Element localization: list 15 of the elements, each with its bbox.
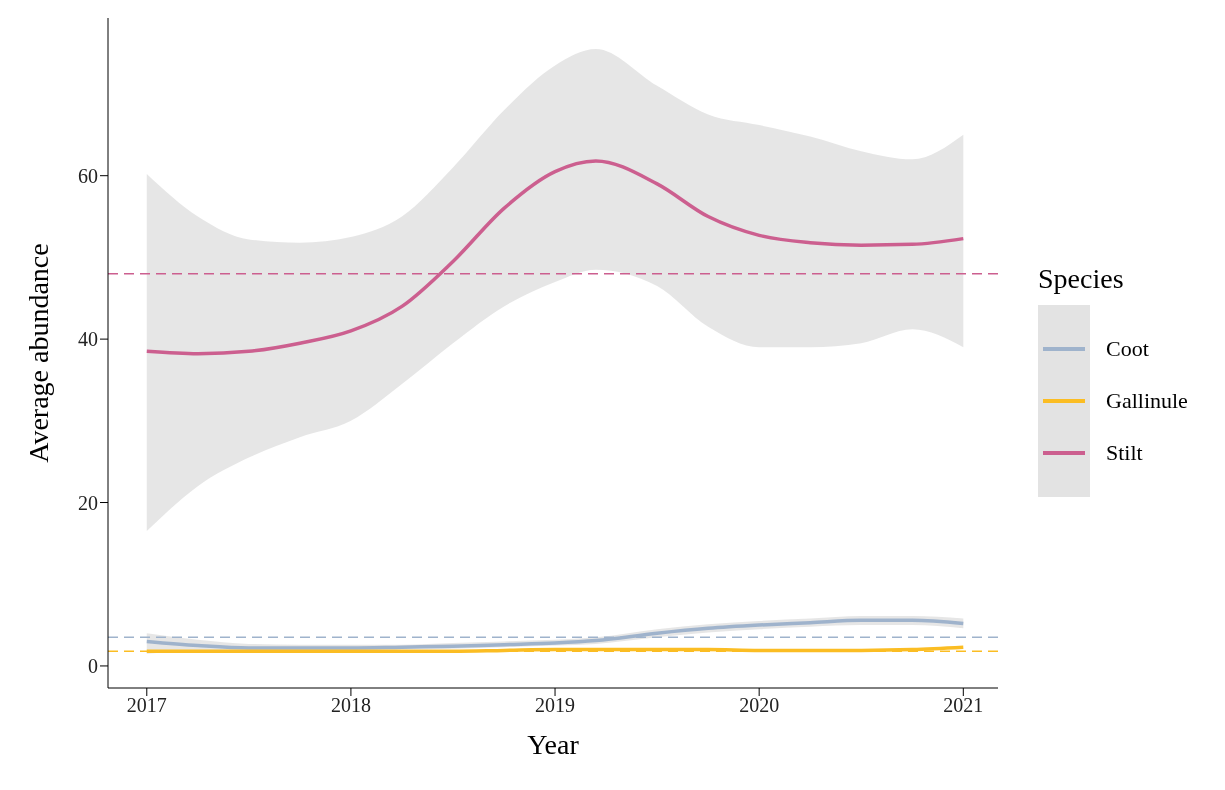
legend-label: Stilt xyxy=(1106,439,1144,467)
x-tick-label: 2020 xyxy=(739,694,780,717)
x-axis-title: Year xyxy=(527,729,580,760)
legend-label: Gallinule xyxy=(1106,387,1188,415)
legend-label: Coot xyxy=(1106,335,1150,363)
x-tick-label: 2019 xyxy=(535,694,576,717)
y-tick-label: 20 xyxy=(78,491,98,514)
x-tick-label: 2018 xyxy=(330,694,371,717)
y-tick-label: 40 xyxy=(78,328,98,351)
y-axis-title: Average abundance xyxy=(22,243,54,463)
x-tick-label: 2021 xyxy=(943,694,984,717)
legend-title: Species xyxy=(1038,263,1125,295)
y-tick-label: 0 xyxy=(88,655,98,678)
y-tick-label: 60 xyxy=(78,164,98,187)
x-tick-label: 2017 xyxy=(126,694,167,717)
